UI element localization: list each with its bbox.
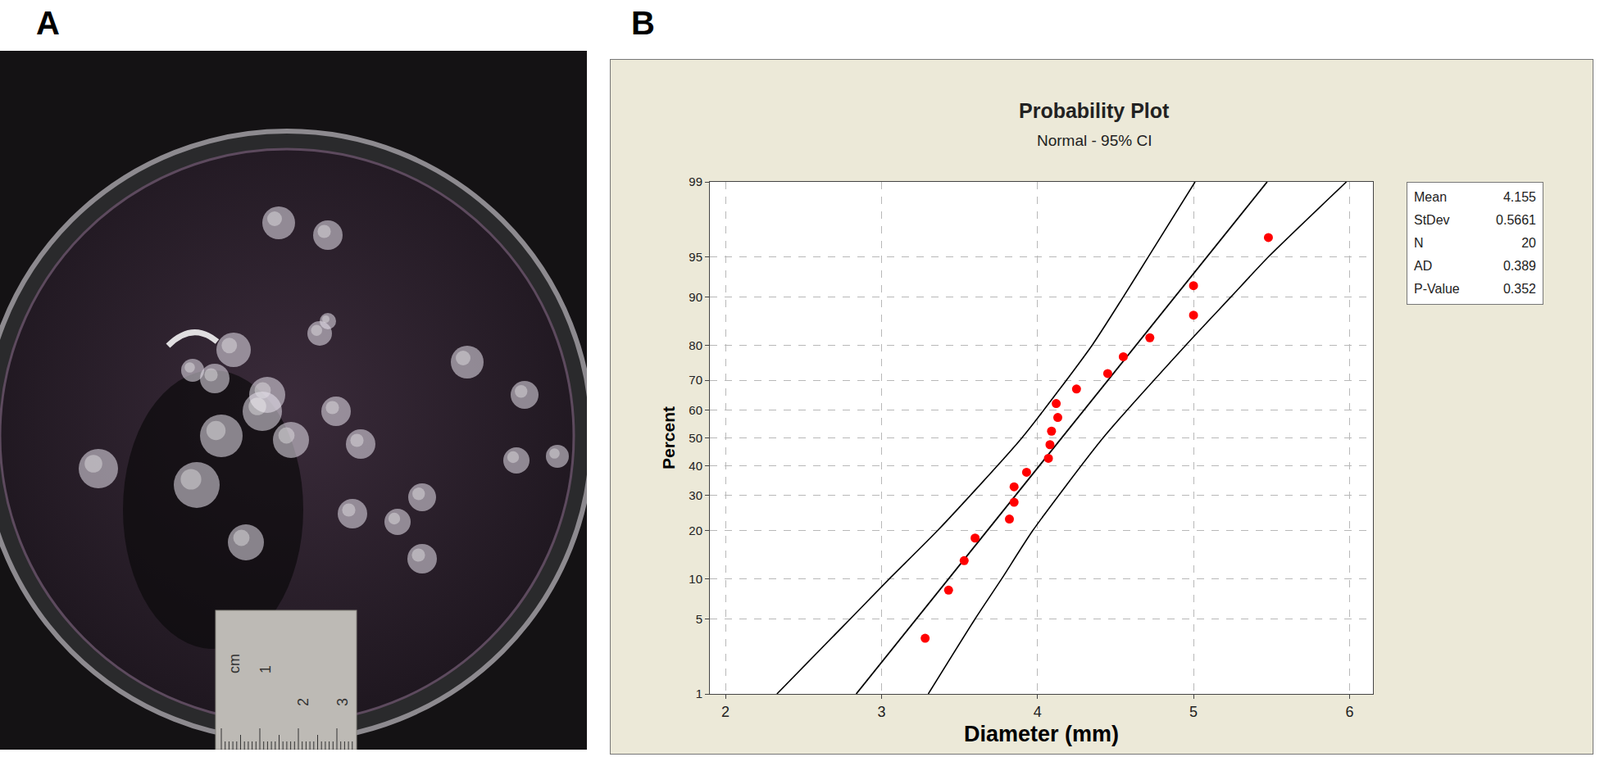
svg-text:2: 2 [295,698,312,707]
svg-text:99: 99 [688,174,703,189]
svg-text:30: 30 [688,488,703,503]
html-text:0.352: 0.352 [1503,281,1537,296]
html-text:B: B [631,4,655,41]
svg-text:Normal - 95% CI: Normal - 95% CI [1036,131,1152,150]
html-text:0.389: 0.389 [1503,259,1537,273]
svg-text:90: 90 [688,290,703,305]
svg-text:70: 70 [688,372,703,387]
html-text:20: 20 [1521,236,1537,250]
svg-text:Probability Plot: Probability Plot [1018,99,1170,123]
html-text:StDev: StDev [1413,213,1450,228]
svg-text:95: 95 [688,250,703,264]
html-text:A: A [36,4,60,41]
html-text:4.155: 4.155 [1503,190,1537,205]
svg-text:5: 5 [695,612,703,627]
svg-text:3: 3 [334,698,351,707]
svg-text:50: 50 [688,431,703,446]
svg-text:20: 20 [688,523,703,538]
html-text:AD: AD [1413,259,1433,273]
svg-text:10: 10 [688,572,703,587]
svg-text:40: 40 [688,459,703,473]
svg-text:3: 3 [877,704,886,721]
svg-text:1: 1 [257,665,274,674]
svg-text:80: 80 [688,338,703,353]
html-text:0.5661: 0.5661 [1495,213,1537,228]
html-text:P-Value: P-Value [1413,281,1460,296]
svg-text:cm: cm [226,654,243,674]
svg-text:1: 1 [695,686,703,701]
svg-text:Diameter (mm): Diameter (mm) [963,722,1119,747]
svg-text:2: 2 [721,704,730,721]
svg-text:6: 6 [1345,704,1354,721]
svg-text:Percent: Percent [659,406,678,470]
svg-text:60: 60 [688,403,703,418]
svg-text:5: 5 [1189,704,1198,721]
html-text:N: N [1413,236,1424,250]
svg-text:4: 4 [1033,704,1042,721]
html-text:Mean: Mean [1413,190,1447,205]
